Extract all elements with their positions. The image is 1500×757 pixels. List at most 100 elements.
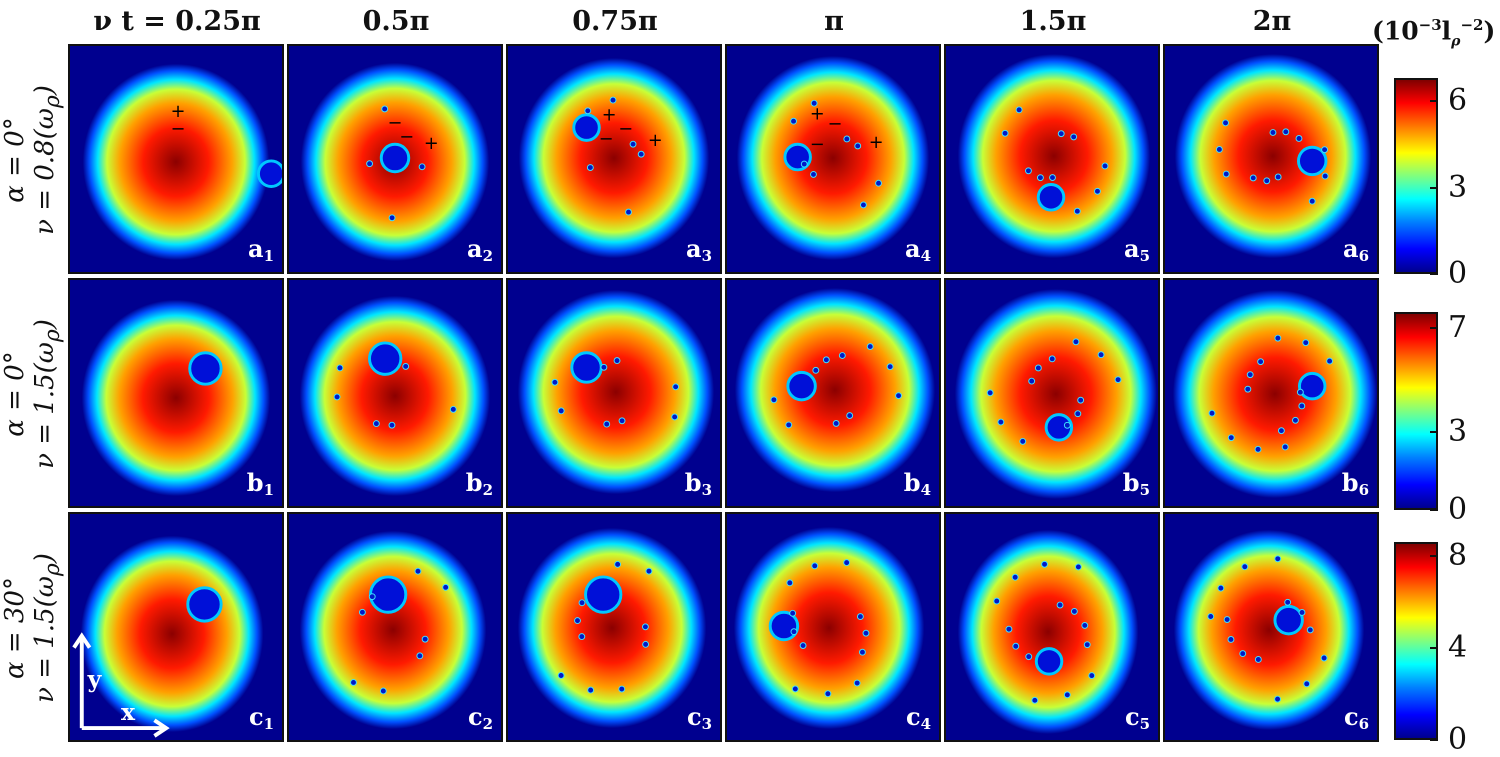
- vortex-dot: [1048, 355, 1056, 363]
- vortex-dot: [1207, 613, 1215, 620]
- vortex-dot: [1036, 174, 1044, 182]
- colorbar-tick-label: 3: [1448, 169, 1468, 205]
- vortex-dot: [414, 567, 422, 575]
- density-panel: c6: [1163, 512, 1379, 742]
- vortex-dot: [1296, 388, 1304, 396]
- vortex-dot: [372, 420, 380, 428]
- condensate-cloud: [81, 299, 271, 497]
- colorbar-tick-label: 6: [1448, 83, 1468, 119]
- vortex-dot: [642, 640, 650, 648]
- vortex-dot: [1321, 172, 1329, 180]
- col-title-value: π: [824, 6, 844, 37]
- vortex-dot: [1097, 351, 1105, 359]
- vortex-dot: [853, 679, 861, 687]
- vortex-dot: [862, 629, 870, 637]
- vortex-dot: [986, 389, 994, 397]
- row-alpha-label: α = 0°: [0, 117, 30, 203]
- vortex-dot: [832, 419, 840, 427]
- panel-label: a4: [905, 234, 931, 266]
- vortex-dot: [1282, 128, 1290, 136]
- panel-label: b5: [1122, 468, 1150, 500]
- vortex-minus-marker: −: [599, 129, 614, 149]
- vortex-dot: [1063, 691, 1071, 699]
- vortex-dot: [1303, 680, 1311, 688]
- condensate-cloud: [518, 57, 710, 259]
- condensate-cloud: [954, 288, 1158, 499]
- condensate-cloud: [733, 526, 925, 730]
- vortex-dot: [1223, 616, 1231, 623]
- vortex-dot: [1222, 119, 1229, 127]
- density-panel: b2: [287, 278, 503, 508]
- col-title-value: 0.5π: [362, 6, 430, 37]
- density-panel: b3: [506, 278, 722, 508]
- vortex-plus-marker: +: [869, 133, 884, 153]
- row-nu-label: ν = 0.8(ωρ): [29, 85, 66, 235]
- condensate-cloud: [734, 287, 936, 493]
- vortex-dot: [1011, 573, 1019, 581]
- vortex-dot: [618, 685, 626, 693]
- vortex-dot: [1101, 162, 1109, 170]
- vortex-dot: [368, 593, 376, 601]
- vortex-dot: [1295, 135, 1303, 142]
- vortex-dot: [895, 392, 902, 400]
- panel-label: a2: [467, 234, 493, 266]
- vortex-dot: [416, 652, 424, 660]
- vortex-dot: [388, 421, 396, 429]
- condensate-cloud: [1174, 53, 1372, 259]
- vortex-dot: [1298, 609, 1306, 616]
- vortex-dot: [1025, 167, 1032, 175]
- density-map: [954, 288, 1158, 499]
- vortex-dot: [790, 628, 798, 636]
- panel-label: b6: [1341, 468, 1369, 500]
- panel-label: a5: [1124, 234, 1150, 266]
- vortex-dot: [1049, 174, 1056, 181]
- vortex-dot: [574, 617, 581, 625]
- vortex-dot: [859, 201, 867, 209]
- density-panel: b1: [68, 278, 284, 508]
- vortex-dot: [637, 150, 645, 158]
- vortex-dot: [1274, 695, 1282, 703]
- density-map: [957, 53, 1151, 259]
- vortex-dot: [1208, 409, 1216, 417]
- vortex-dot: [1274, 555, 1282, 563]
- condensate-cloud: [1173, 529, 1365, 731]
- vortex-dot: [641, 623, 649, 631]
- density-map: [1173, 529, 1365, 731]
- vortex-dot: [824, 690, 832, 698]
- colorbar-tick-mark: [1430, 100, 1438, 103]
- vortex-dot: [1222, 170, 1230, 178]
- panel-label: c2: [467, 702, 493, 734]
- condensate-cloud: [517, 527, 707, 729]
- density-panel: x y c1: [68, 512, 284, 742]
- vortex-dot: [1028, 377, 1036, 385]
- vortex-dot: [1281, 443, 1289, 451]
- density-panel: c2: [287, 512, 503, 742]
- vortex-hole: [1273, 604, 1304, 636]
- vortex-dot: [838, 352, 846, 359]
- condensate-cloud: [299, 530, 487, 730]
- density-panel: c3: [506, 512, 722, 742]
- colorbar-tick-label: 7: [1448, 309, 1468, 345]
- density-panel: + − a1: [68, 44, 284, 274]
- col-title-5: 1.5π: [944, 6, 1162, 38]
- colorbar-tick-mark: [1430, 509, 1438, 511]
- col-title-value: 1.5π: [1019, 6, 1087, 37]
- col-title-6: 2π: [1163, 6, 1381, 38]
- density-map: −− +: [300, 62, 490, 262]
- vortex-dot: [379, 687, 387, 695]
- vortex-dot: [1249, 174, 1257, 182]
- density-panel: b5: [944, 278, 1160, 508]
- axes-arrows: [72, 632, 170, 738]
- vortex-dot: [822, 356, 830, 364]
- vortex-dot: [843, 135, 851, 143]
- colorbar-tick-mark: [1430, 430, 1438, 433]
- vortex-hole: [368, 575, 408, 614]
- vortex-dot: [799, 642, 807, 649]
- density-map: [1174, 53, 1372, 259]
- row-alpha-label: α = 30°: [0, 577, 30, 679]
- vortex-plus-marker: +: [602, 106, 617, 126]
- vortex-dot: [856, 613, 864, 621]
- vortex-dot: [557, 407, 565, 415]
- col-title-3: 0.75π: [506, 6, 724, 38]
- vortex-dot: [600, 363, 608, 371]
